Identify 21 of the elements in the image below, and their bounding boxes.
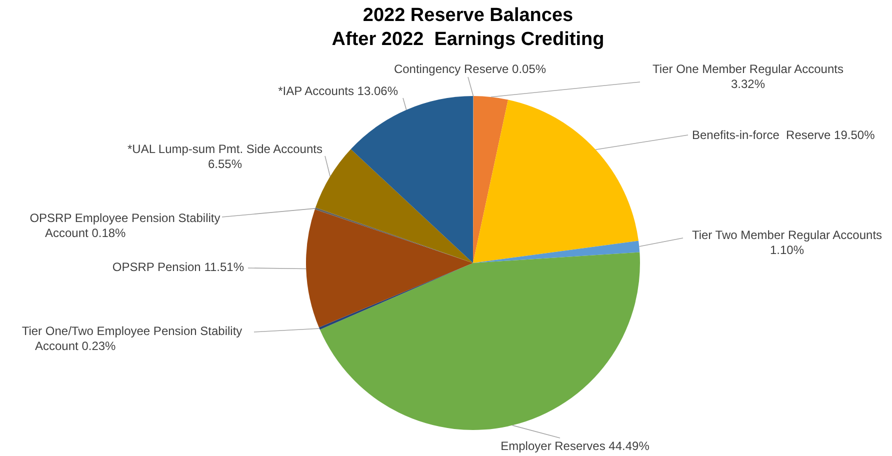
slice-label: Employer Reserves 44.49% [500, 439, 650, 453]
pie-slice [350, 96, 473, 263]
slice-label: OPSRP Employee Pension Stability Account 0.18% [30, 211, 220, 240]
slice-label: Contingency Reserve 0.05% [394, 62, 546, 76]
slice-label: OPSRP Pension 11.51% [112, 260, 244, 274]
data-label: 6.55% [208, 157, 242, 171]
data-label: 3.32% [730, 77, 766, 91]
pie-slice [320, 252, 640, 430]
chart-title: 2022 Reserve Balances After 2022 Earnings Crediting [330, 4, 606, 52]
pie-slice [306, 209, 473, 328]
slice-label: Tier Two Member Regular Accounts [692, 228, 882, 242]
slice-label: Tier One/Two Employee Pension Stability Account 0.23% [22, 324, 242, 353]
pie-slice [318, 263, 473, 330]
slice-label: Benefits-in-force Reserve 19.50% [692, 128, 876, 142]
slice-label: *UAL Lump-sum Pmt. Side Accounts [128, 142, 322, 156]
slice-label: *IAP Accounts 13.06% [278, 84, 398, 98]
data-label: 1.10% [770, 243, 804, 257]
pie-slice [473, 240, 640, 263]
pie-slice [473, 100, 639, 263]
pie-slice [473, 96, 508, 263]
slice-label: Tier One Member Regular Accounts [652, 62, 844, 76]
